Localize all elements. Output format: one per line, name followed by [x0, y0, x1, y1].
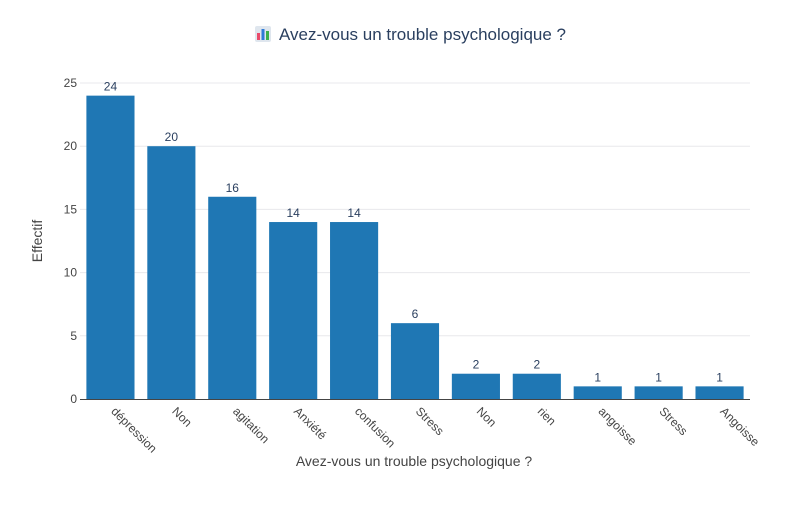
bar-data-labels: 24 20 16 14 14 6 2 2 1 1 1	[104, 80, 723, 385]
bar-data-label: 1	[716, 370, 723, 384]
bar	[86, 95, 135, 399]
bar-data-label: 1	[594, 370, 601, 384]
bar	[390, 323, 440, 399]
x-tick-label: Non	[169, 404, 194, 429]
y-tick-label: 15	[64, 202, 78, 216]
bar	[208, 196, 257, 399]
x-tick-label: dépression	[108, 404, 159, 455]
x-tick-label: rien	[535, 404, 559, 428]
bar-data-label: 16	[226, 181, 240, 195]
bar	[573, 386, 622, 399]
bar-data-label: 2	[533, 358, 540, 372]
bar-data-label: 20	[165, 130, 179, 144]
y-tick-label: 10	[64, 266, 78, 280]
chart-title: Avez-vous un trouble psychologique ?	[279, 25, 566, 44]
x-tick-label: agitation	[230, 404, 272, 446]
bar-data-label: 14	[287, 206, 301, 220]
x-tick-label: angoisse	[596, 404, 640, 448]
x-tick-label: Anxiété	[291, 404, 329, 442]
bar	[147, 146, 196, 399]
x-tick-label: Stress	[657, 404, 691, 438]
bar	[695, 386, 744, 399]
bar-data-label: 24	[104, 80, 118, 94]
x-tick-label: confusion	[352, 404, 398, 450]
x-axis-title: Avez-vous un trouble psychologique ?	[296, 453, 533, 469]
bars	[86, 95, 744, 399]
bar-data-label: 6	[412, 307, 419, 321]
x-axis-ticks: dépression Non agitation Anxiété confusion St…	[108, 404, 762, 455]
x-tick-label: Non	[474, 404, 499, 429]
y-axis-title: Effectif	[29, 220, 45, 263]
bar	[451, 373, 500, 399]
chart-title-group: Avez-vous un trouble psychologique ?	[255, 25, 566, 44]
bar	[269, 222, 318, 399]
bar-data-label: 14	[347, 206, 361, 220]
y-tick-label: 0	[70, 392, 77, 406]
bar-data-label: 1	[655, 370, 662, 384]
bar	[512, 373, 561, 399]
y-tick-label: 5	[70, 329, 77, 343]
bar-chart-emoji-icon	[255, 26, 271, 42]
y-tick-label: 20	[64, 139, 78, 153]
x-tick-label: Angoisse	[717, 404, 762, 449]
x-tick-label: Stress	[413, 404, 447, 438]
y-tick-label: 25	[64, 76, 78, 90]
bar	[634, 386, 683, 399]
bar	[330, 222, 379, 399]
y-axis-ticks: 0 5 10 15 20 25	[64, 76, 78, 406]
bar-data-label: 2	[473, 358, 480, 372]
